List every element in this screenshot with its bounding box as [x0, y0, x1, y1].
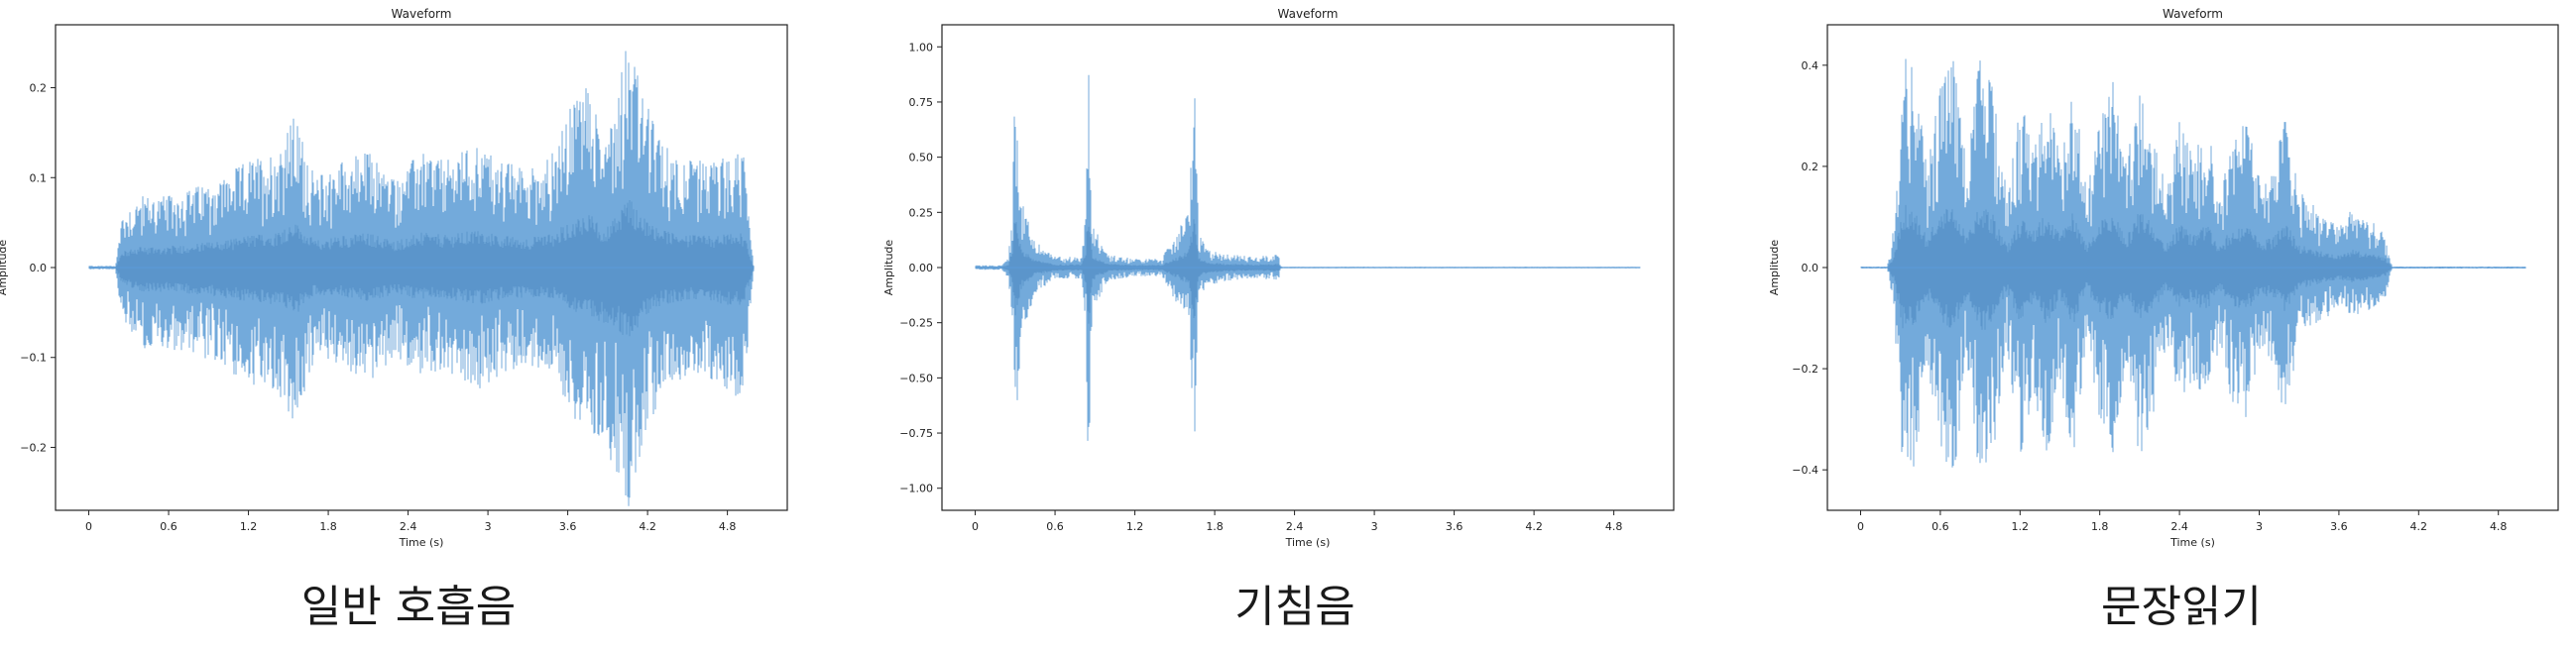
y-tick-label: 0.00 [909, 262, 934, 274]
y-tick-label: −0.25 [899, 317, 933, 330]
y-tick-label: 0.0 [30, 262, 48, 274]
y-tick-label: −0.1 [20, 352, 47, 365]
x-axis-label: Time (s) [399, 536, 444, 549]
x-tick-label: 4.8 [1605, 520, 1623, 533]
y-axis-label: Amplitude [0, 240, 9, 296]
y-tick-label: −0.75 [899, 427, 933, 440]
chart-panel-1: 0 0.6 1.2 1.8 2.4 3 3.6 4.2 4.8 −0.2 −0.1 0.0 0.1 0.2… [0, 7, 788, 549]
chart-panel-2: 0 0.6 1.2 1.8 2.4 3 3.6 4.2 4.8 −1.00 −0.75 −0.50 −0… [882, 7, 1675, 549]
x-tick-label: 0.6 [1932, 520, 1949, 533]
caption-sentence-reading: 문장읽기 [2101, 582, 2262, 632]
x-tick-label: 0 [85, 520, 92, 533]
x-tick-label: 1.8 [2091, 520, 2109, 533]
y-axis-label: Amplitude [1768, 240, 1781, 296]
y-tick-label: −0.4 [1792, 464, 1818, 477]
y-tick-label: 0.4 [1802, 59, 1819, 72]
y-tick-label: 0.2 [30, 82, 48, 95]
chart-title: Waveform [392, 7, 452, 21]
x-tick-label: 3 [485, 520, 492, 533]
y-tick-label: −0.2 [20, 441, 47, 454]
y-axis-label: Amplitude [882, 240, 895, 296]
y-tick-label: 0.2 [1802, 161, 1819, 173]
chart-panel-3: 0 0.6 1.2 1.8 2.4 3 3.6 4.2 4.8 −0.4 −0.2 0.0 0.2 0.4… [1768, 7, 2559, 549]
y-tick-label: 0.1 [30, 171, 48, 184]
y-tick-label: 1.00 [909, 41, 934, 54]
x-tick-label: 1.2 [2012, 520, 2030, 533]
caption-normal-breathing: 일반 호흡음 [300, 582, 517, 632]
x-tick-label: 2.4 [2170, 520, 2188, 533]
chart-title: Waveform [1278, 7, 1339, 21]
y-tick-label: −0.50 [899, 372, 933, 384]
x-tick-label: 3.6 [1446, 520, 1464, 533]
x-tick-label: 1.2 [240, 520, 258, 533]
x-tick-label: 4.2 [639, 520, 656, 533]
x-tick-label: 1.2 [1126, 520, 1144, 533]
x-tick-label: 0 [1857, 520, 1864, 533]
x-tick-label: 4.8 [2490, 520, 2508, 533]
y-tick-label: −1.00 [899, 483, 933, 495]
x-tick-label: 2.4 [400, 520, 417, 533]
x-axis-label: Time (s) [2169, 536, 2215, 549]
y-tick-label: 0.75 [909, 96, 934, 109]
y-tick-label: 0.25 [909, 206, 934, 219]
x-tick-label: 0.6 [1046, 520, 1064, 533]
x-tick-label: 3 [1371, 520, 1378, 533]
x-axis-label: Time (s) [1285, 536, 1331, 549]
y-tick-label: 0.0 [1802, 262, 1819, 274]
x-tick-label: 3.6 [2330, 520, 2348, 533]
x-tick-label: 3 [2256, 520, 2263, 533]
x-tick-label: 0.6 [160, 520, 177, 533]
x-tick-label: 4.2 [1525, 520, 1543, 533]
x-tick-label: 0 [972, 520, 979, 533]
y-tick-label: −0.2 [1792, 363, 1818, 376]
x-tick-label: 1.8 [319, 520, 337, 533]
x-tick-label: 4.2 [2410, 520, 2428, 533]
x-tick-label: 2.4 [1286, 520, 1304, 533]
waveform-charts: 0 0.6 1.2 1.8 2.4 3 3.6 4.2 4.8 −0.2 −0.1 0.0 0.1 0.2… [0, 7, 2559, 549]
y-tick-label: 0.50 [909, 152, 934, 164]
caption-cough: 기침음 [1234, 582, 1355, 632]
x-tick-label: 1.8 [1206, 520, 1224, 533]
x-tick-label: 4.8 [719, 520, 737, 533]
x-tick-label: 3.6 [559, 520, 577, 533]
chart-title: Waveform [2163, 7, 2223, 21]
